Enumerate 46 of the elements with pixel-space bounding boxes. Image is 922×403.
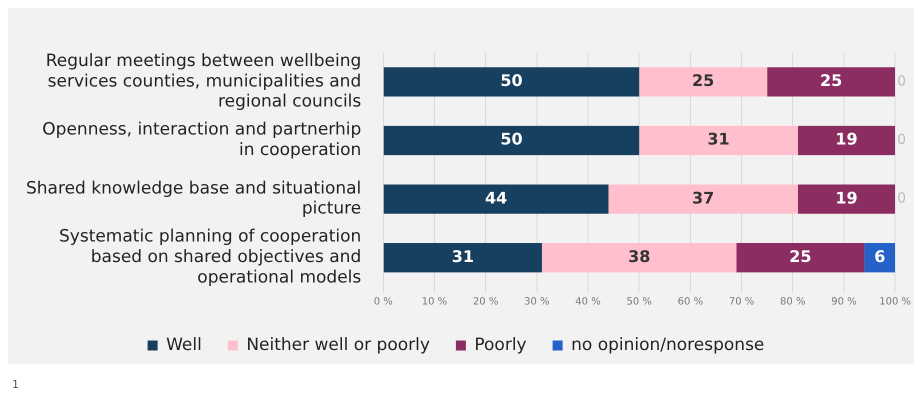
y-tick-label: Systematic planning of cooperation based on shared objectives and operational models bbox=[58, 226, 362, 288]
text: 1 bbox=[12, 378, 20, 391]
legend-label: Neither well or poorly bbox=[246, 334, 430, 355]
data-label: 38 bbox=[628, 246, 650, 266]
data-label: 50 bbox=[500, 71, 523, 90]
bar bbox=[639, 67, 768, 97]
bar bbox=[864, 243, 896, 272]
data-label: 31 bbox=[707, 130, 730, 149]
data-label: 25 bbox=[789, 246, 812, 266]
x-tick-label: 40 % bbox=[575, 296, 601, 308]
data-label: 44 bbox=[484, 188, 508, 208]
bar bbox=[736, 243, 864, 272]
data-label: 50 bbox=[500, 130, 523, 149]
data-label: 31 bbox=[452, 246, 474, 266]
legend-label: Poorly bbox=[474, 334, 527, 355]
x-tick-label: 0 % bbox=[374, 296, 393, 308]
y-tick-label: Openness, interaction and partnerhip in cooperation bbox=[42, 120, 362, 160]
data-label: 37 bbox=[692, 188, 714, 208]
x-tick-label: 70 % bbox=[728, 296, 754, 308]
bar bbox=[798, 184, 896, 214]
data-label: 25 bbox=[820, 71, 842, 90]
bar bbox=[542, 243, 736, 272]
x-tick-label: 50 % bbox=[626, 296, 652, 308]
legend-label: Well bbox=[166, 334, 202, 355]
y-tick-label: Regular meetings between wellbeing services counties, municipalities and regional councils bbox=[46, 50, 362, 112]
bar bbox=[767, 67, 896, 97]
x-tick-label: 80 % bbox=[780, 296, 806, 308]
x-tick-label: 90 % bbox=[831, 296, 857, 308]
bar bbox=[384, 243, 542, 272]
bar bbox=[384, 184, 608, 214]
bar bbox=[608, 184, 798, 214]
data-label: 19 bbox=[835, 130, 858, 149]
bar bbox=[639, 126, 798, 156]
data-label: 6 bbox=[874, 246, 886, 266]
x-tick-label: 100 % bbox=[879, 296, 912, 308]
bar bbox=[798, 126, 896, 156]
y-tick-label: Shared knowledge base and situational picture bbox=[26, 178, 362, 219]
x-tick-label: 10 % bbox=[422, 296, 448, 308]
legend-label: no opinion/noresponse bbox=[571, 334, 764, 355]
data-label: 19 bbox=[835, 188, 858, 208]
bar bbox=[384, 67, 640, 97]
bar bbox=[384, 126, 640, 156]
x-tick-label: 30 % bbox=[524, 296, 550, 308]
x-tick-label: 20 % bbox=[472, 296, 498, 308]
x-tick-label: 60 % bbox=[678, 296, 704, 308]
data-label: 25 bbox=[692, 71, 714, 90]
